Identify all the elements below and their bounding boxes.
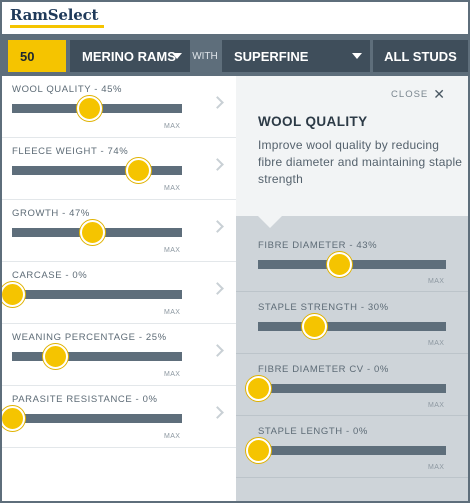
subtrait-slider-track[interactable] — [258, 322, 446, 331]
close-button[interactable]: CLOSE ✕ — [391, 86, 446, 103]
subtrait-row-fibre-diameter: FIBRE DIAMETER - 43% MAX — [236, 230, 468, 292]
trait-list: WOOL QUALITY - 45% MAX FLEECE WEIGHT - 7… — [2, 76, 236, 501]
detail-header: CLOSE ✕ WOOL QUALITY Improve wool qualit… — [236, 76, 468, 216]
max-label: MAX — [164, 185, 181, 192]
trait-label: WOOL QUALITY - 45% — [12, 84, 123, 95]
subtrait-label: FIBRE DIAMETER CV - 0% — [258, 364, 389, 375]
chevron-right-icon[interactable] — [211, 344, 224, 357]
trait-row-carcase[interactable]: CARCASE - 0% MAX — [2, 262, 236, 324]
subtrait-row-staple-strength: STAPLE STRENGTH - 30% MAX — [236, 292, 468, 354]
subtrait-slider-track[interactable] — [258, 446, 446, 455]
close-label: CLOSE — [391, 89, 429, 100]
trait-slider-thumb[interactable] — [79, 220, 105, 245]
trait-slider-thumb[interactable] — [76, 96, 102, 121]
ram-count-input[interactable]: 50 — [8, 40, 66, 72]
max-label: MAX — [164, 123, 181, 130]
trait-label: WEANING PERCENTAGE - 25% — [12, 332, 167, 343]
subtrait-slider-thumb[interactable] — [302, 314, 328, 339]
max-label: MAX — [164, 371, 181, 378]
breed-dropdown[interactable]: MERINO RAMS — [70, 40, 190, 72]
subtrait-label: STAPLE LENGTH - 0% — [258, 426, 368, 437]
trait-slider-thumb[interactable] — [42, 344, 68, 369]
max-label: MAX — [164, 309, 181, 316]
subtrait-slider-thumb[interactable] — [326, 252, 352, 277]
close-icon: ✕ — [433, 86, 446, 102]
trait-row-fleece-weight[interactable]: FLEECE WEIGHT - 74% MAX — [2, 138, 236, 200]
breed-dropdown-label: MERINO RAMS — [82, 48, 176, 64]
max-label: MAX — [428, 464, 445, 471]
detail-title: WOOL QUALITY — [258, 114, 368, 129]
trait-label: PARASITE RESISTANCE - 0% — [12, 394, 158, 405]
logo[interactable]: RamSelect — [10, 6, 99, 24]
studs-button[interactable]: ALL STUDS — [373, 40, 468, 72]
max-label: MAX — [428, 278, 445, 285]
subtrait-slider-track[interactable] — [258, 260, 446, 269]
subtrait-slider-track[interactable] — [258, 384, 446, 393]
chevron-down-icon — [352, 53, 362, 59]
trait-label: CARCASE - 0% — [12, 270, 88, 281]
micron-dropdown-label: SUPERFINE — [234, 48, 309, 64]
logo-underline — [10, 25, 104, 28]
subtrait-row-staple-length: STAPLE LENGTH - 0% MAX — [236, 416, 468, 478]
max-label: MAX — [428, 402, 445, 409]
subtrait-label: STAPLE STRENGTH - 30% — [258, 302, 389, 313]
chevron-down-icon — [172, 53, 182, 59]
subtrait-slider-thumb[interactable] — [246, 376, 271, 401]
subtrait-slider-thumb[interactable] — [246, 438, 271, 463]
trait-row-growth[interactable]: GROWTH - 47% MAX — [2, 200, 236, 262]
micron-dropdown[interactable]: SUPERFINE — [222, 40, 370, 72]
trait-label: FLEECE WEIGHT - 74% — [12, 146, 129, 157]
max-label: MAX — [428, 340, 445, 347]
trait-row-weaning-percentage[interactable]: WEANING PERCENTAGE - 25% MAX — [2, 324, 236, 386]
subtrait-label: FIBRE DIAMETER - 43% — [258, 240, 378, 251]
header: RamSelect — [2, 2, 468, 34]
chevron-right-icon[interactable] — [211, 406, 224, 419]
trait-slider-thumb[interactable] — [2, 406, 25, 431]
chevron-right-icon[interactable] — [211, 96, 224, 109]
trait-slider-thumb[interactable] — [2, 282, 25, 307]
chevron-right-icon[interactable] — [211, 158, 224, 171]
chevron-right-icon[interactable] — [211, 220, 224, 233]
trait-slider-track[interactable] — [12, 290, 182, 299]
trait-slider-thumb[interactable] — [125, 158, 151, 183]
with-label: WITH — [192, 50, 218, 62]
subtrait-row-fibre-diameter-cv: FIBRE DIAMETER CV - 0% MAX — [236, 354, 468, 416]
trait-slider-track[interactable] — [12, 352, 182, 361]
filter-bar: 50 MERINO RAMS WITH SUPERFINE ALL STUDS — [2, 34, 468, 76]
trait-row-parasite-resistance[interactable]: PARASITE RESISTANCE - 0% MAX — [2, 386, 236, 448]
max-label: MAX — [164, 433, 181, 440]
max-label: MAX — [164, 247, 181, 254]
trait-row-wool-quality[interactable]: WOOL QUALITY - 45% MAX — [2, 76, 236, 138]
detail-panel: CLOSE ✕ WOOL QUALITY Improve wool qualit… — [236, 76, 468, 501]
detail-pointer — [258, 216, 282, 228]
chevron-right-icon[interactable] — [211, 282, 224, 295]
trait-slider-track[interactable] — [12, 414, 182, 423]
detail-description: Improve wool quality by reducing fibre d… — [258, 138, 463, 186]
trait-label: GROWTH - 47% — [12, 208, 90, 219]
trait-slider-track[interactable] — [12, 166, 182, 175]
